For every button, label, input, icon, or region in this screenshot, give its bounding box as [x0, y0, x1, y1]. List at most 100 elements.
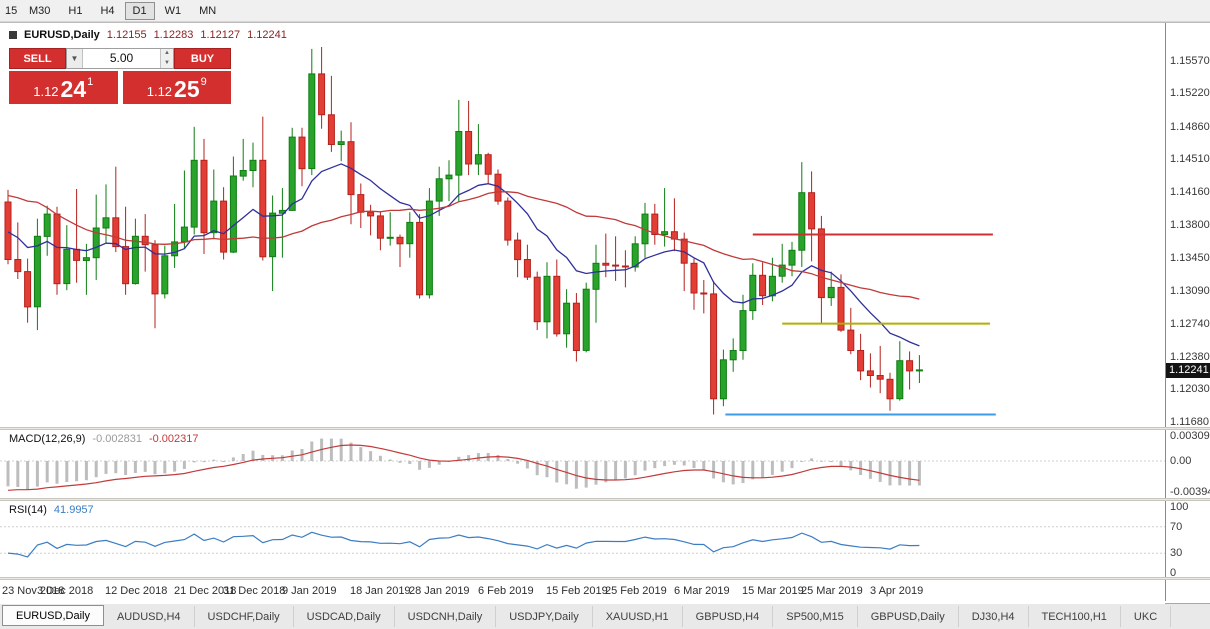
rsi-axis-label: 30: [1170, 547, 1183, 559]
rsi-chart[interactable]: [0, 501, 1165, 577]
chart-tab-audusd-h4[interactable]: AUDUSD,H4: [104, 606, 195, 627]
sell-price-sup: 1: [87, 76, 94, 88]
ohlc-high: 1.12283: [153, 29, 194, 41]
buy-button[interactable]: BUY: [174, 48, 231, 69]
pane-splitter[interactable]: [0, 427, 1210, 430]
buy-price-display[interactable]: 1.12 25 9: [122, 71, 231, 104]
timeline-date-label: 25 Mar 2019: [801, 585, 863, 597]
time-axis: 23 Nov 2018 3 Dec 2018 12 Dec 2018 21 Dec 2…: [0, 580, 1165, 604]
macd-chart[interactable]: [0, 430, 1165, 498]
macd-axis-label: 0.003095: [1170, 430, 1210, 442]
volume-up-icon[interactable]: ▲: [161, 49, 173, 59]
timeline-date-label: 31 Dec 2018: [223, 585, 286, 597]
chart-tab-usdjpy-daily[interactable]: USDJPY,Daily: [496, 606, 593, 627]
chart-tab-usdcad-daily[interactable]: USDCAD,Daily: [294, 606, 395, 627]
pane-splitter[interactable]: [0, 577, 1210, 580]
timeframe-button-mn[interactable]: MN: [199, 4, 217, 17]
macd-title: MACD(12,26,9): [9, 433, 86, 445]
price-axis-label: 1.11680: [1170, 416, 1209, 428]
price-axis-label: 1.14510: [1170, 153, 1210, 165]
price-axis-label: 1.13450: [1170, 252, 1210, 264]
price-axis-label: 1.12030: [1170, 383, 1210, 395]
timeline-date-label: 6 Mar 2019: [674, 585, 730, 597]
buy-price-prefix: 1.12: [146, 84, 173, 99]
rsi-pane[interactable]: RSI(14) 41.9957: [0, 501, 1165, 577]
candlestick-chart[interactable]: [0, 23, 1165, 427]
price-axis-label: 1.14860: [1170, 121, 1210, 133]
one-click-trading-panel: SELL ▼ 5.00 ▲ ▼ BUY 1.12 24 1 1.12: [9, 48, 231, 104]
sell-price-prefix: 1.12: [33, 84, 59, 99]
timeline-date-label: 3 Apr 2019: [870, 585, 924, 597]
rsi-label: RSI(14) 41.9957: [9, 504, 94, 516]
timeframe-button-d1[interactable]: D1: [124, 1, 155, 20]
rsi-axis-label: 0: [1170, 567, 1177, 579]
chart-tab-dj30-h4[interactable]: DJ30,H4: [959, 606, 1029, 627]
volume-control[interactable]: ▼ 5.00 ▲ ▼: [66, 48, 174, 69]
timeline-date-label: 3 Dec 2018: [37, 585, 94, 597]
chart-tab-tech100-h1[interactable]: TECH100,H1: [1029, 606, 1121, 627]
price-axis-label: 1.14160: [1170, 186, 1210, 198]
volume-down-icon[interactable]: ▼: [161, 58, 173, 68]
current-price-badge: 1.12241: [1166, 363, 1210, 378]
ohlc-low: 1.12127: [200, 29, 241, 41]
volume-spinner[interactable]: ▲ ▼: [160, 49, 173, 68]
sell-button[interactable]: SELL: [9, 48, 66, 69]
sell-price-big: 24: [60, 76, 87, 102]
price-axis-label: 1.15220: [1170, 87, 1210, 99]
timeline-date-label: 18 Jan 2019: [350, 585, 411, 597]
ohlc-close: 1.12241: [247, 29, 287, 41]
timeframe-toolbar: 15 M30 H1 H4 D1 W1 MN: [0, 0, 1210, 22]
price-axis-label: 1.12740: [1170, 318, 1210, 330]
buy-price-sup: 9: [200, 76, 207, 88]
price-chart-pane[interactable]: EURUSD,Daily 1.12155 1.12283 1.12127 1.1…: [0, 23, 1165, 427]
macd-axis-label: 0.00: [1170, 455, 1192, 467]
timeline-date-label: 9 Jan 2019: [282, 585, 337, 597]
chart-symbol-label: EURUSD,Daily: [24, 29, 100, 41]
volume-dropdown-icon[interactable]: ▼: [67, 49, 83, 68]
timeframe-button-h4[interactable]: H4: [100, 4, 115, 17]
chart-title: EURUSD,Daily 1.12155 1.12283 1.12127 1.1…: [9, 29, 287, 41]
timeframe-button-15[interactable]: 15: [5, 4, 18, 17]
chart-tab-xauusd-h1[interactable]: XAUUSD,H1: [593, 606, 683, 627]
price-axis-label: 1.13800: [1170, 219, 1210, 231]
chart-tab-usdchf-daily[interactable]: USDCHF,Daily: [195, 606, 294, 627]
macd-label: MACD(12,26,9) -0.002831 -0.002317: [9, 433, 199, 445]
price-axis: 1.15570 1.15220 1.14860 1.14510 1.14160 1.138…: [1165, 23, 1210, 601]
chart-tab-gbpusd-daily[interactable]: GBPUSD,Daily: [858, 606, 959, 627]
timeline-date-label: 15 Mar 2019: [742, 585, 804, 597]
timeline-date-label: 23 Nov 2018: [2, 585, 65, 597]
timeframe-button-w1[interactable]: W1: [164, 4, 182, 17]
macd-axis-label: -0.003947: [1170, 486, 1210, 498]
chart-window: EURUSD,Daily 1.12155 1.12283 1.12127 1.1…: [0, 22, 1210, 604]
rsi-axis-label: 70: [1170, 521, 1183, 533]
chart-tab-sp500-m15[interactable]: SP500,M15: [773, 606, 858, 627]
timeline-date-label: 28 Jan 2019: [409, 585, 470, 597]
timeline-date-label: 21 Dec 2018: [174, 585, 237, 597]
chart-icon: [9, 31, 17, 39]
rsi-value: 41.9957: [53, 504, 94, 516]
sell-price-display[interactable]: 1.12 24 1: [9, 71, 118, 104]
chart-tab-usdcnh-daily[interactable]: USDCNH,Daily: [395, 606, 497, 627]
ohlc-open: 1.12155: [106, 29, 147, 41]
rsi-axis-label: 100: [1170, 501, 1189, 513]
price-axis-label: 1.12380: [1170, 351, 1210, 363]
price-axis-label: 1.15570: [1170, 55, 1210, 67]
timeline-date-label: 15 Feb 2019: [546, 585, 608, 597]
timeline-date-label: 12 Dec 2018: [105, 585, 168, 597]
timeframe-button-h1[interactable]: H1: [68, 4, 83, 17]
macd-main-value: -0.002831: [92, 433, 142, 445]
timeframe-button-m30[interactable]: M30: [29, 4, 51, 17]
macd-pane[interactable]: MACD(12,26,9) -0.002831 -0.002317: [0, 430, 1165, 498]
volume-value[interactable]: 5.00: [109, 51, 134, 65]
pane-splitter[interactable]: [0, 498, 1210, 501]
rsi-title: RSI(14): [9, 504, 47, 516]
macd-signal-value: -0.002317: [148, 433, 199, 445]
timeline-date-label: 25 Feb 2019: [605, 585, 667, 597]
chart-tab-gbpusd-h4[interactable]: GBPUSD,H4: [683, 606, 774, 627]
chart-tab-eurusd-daily[interactable]: EURUSD,Daily: [2, 605, 104, 626]
price-axis-label: 1.13090: [1170, 285, 1210, 297]
buy-price-big: 25: [174, 76, 200, 102]
timeline-date-label: 6 Feb 2019: [478, 585, 534, 597]
chart-tab-ukc[interactable]: UKC: [1121, 606, 1172, 627]
